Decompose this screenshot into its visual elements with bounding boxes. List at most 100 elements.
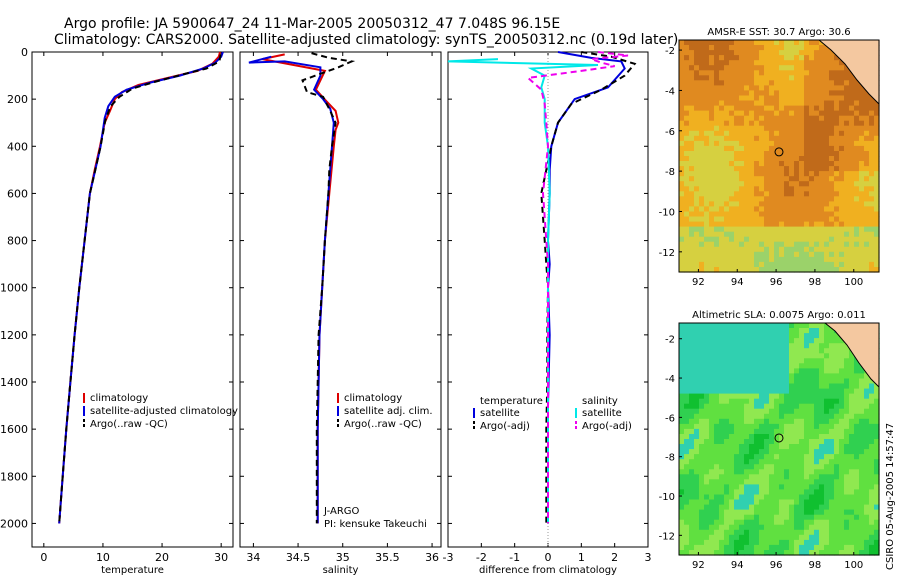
sla_map-cell (819, 494, 825, 501)
sst_map-cell (794, 145, 800, 152)
sla_map-cell (844, 403, 850, 410)
sst_map-cell (834, 251, 840, 258)
sla_map-cell (874, 464, 880, 470)
sla_map-cell (864, 444, 870, 450)
sla_map-cell (759, 449, 765, 455)
sst_map-cell (699, 135, 705, 142)
sla_map-cell (809, 338, 815, 344)
sst_map-cell (699, 40, 705, 46)
sst_map-cell (839, 151, 845, 157)
sst_map-cell (834, 211, 840, 218)
sla_map-cell (799, 418, 805, 425)
sla_map-cell (679, 539, 685, 546)
sst_map-cell (784, 176, 790, 182)
sst_map-cell (779, 221, 785, 228)
sst_map-cell (759, 191, 765, 197)
sst_map-cell (839, 90, 845, 96)
sla_map-cell (819, 378, 825, 385)
sst_map-cell (704, 196, 710, 202)
sst_map-cell (819, 206, 825, 212)
sst_map-cell (794, 256, 800, 263)
sla_map-cell (804, 479, 810, 485)
sst_map-cell (679, 231, 685, 238)
sla_map-cell (739, 348, 745, 354)
sla_map-cell (859, 534, 865, 541)
sst_map-cell (724, 201, 730, 207)
sst_map-cell (734, 161, 740, 167)
sst_map-cell (779, 226, 785, 233)
sst_map-cell (704, 95, 710, 102)
sla_map-cell (794, 519, 800, 526)
sla_map-cell (774, 499, 780, 506)
sla_map-cell (784, 428, 790, 435)
sla_map-cell (729, 348, 735, 354)
sst_map-cell (739, 135, 745, 142)
sla_map-cell (754, 373, 760, 379)
difference-legend-label: Argo(-adj) (582, 421, 632, 432)
sla_map-cell (834, 338, 840, 344)
sla_map-cell (829, 459, 835, 465)
sla_map-cell (799, 393, 805, 400)
sla_map-cell (744, 544, 750, 551)
sla_map-cell (709, 544, 715, 551)
sla_map-cell (794, 323, 800, 329)
sst_map-cell (869, 196, 875, 202)
sla_map-cell (769, 343, 775, 349)
sst_map-cell (749, 166, 755, 172)
sla_map-cell (839, 454, 845, 460)
sla_map-cell (744, 439, 750, 445)
sst_map-cell (774, 110, 780, 117)
sla_map-cell (764, 469, 770, 475)
sla_map-cell (719, 484, 725, 490)
sst_map-cell (774, 241, 780, 248)
sla_map-cell (714, 449, 720, 455)
sla_map-cell (729, 393, 735, 400)
sla_map-cell (784, 323, 790, 329)
sst_map-cell (734, 231, 740, 238)
sst_map-cell (744, 181, 750, 187)
sla_map-cell (839, 449, 845, 455)
sst_map-cell (804, 40, 810, 46)
sst_map-cell (769, 181, 775, 187)
sst_map-cell (689, 231, 695, 238)
sst_map-cell (704, 231, 710, 238)
sst_map-cell (734, 261, 740, 268)
sst_map-cell (784, 191, 790, 197)
sst_map-cell (869, 201, 875, 207)
sst_map-cell (859, 211, 865, 218)
sla_map-cell (869, 504, 875, 511)
sst_map-cell (714, 60, 720, 66)
sst_map-cell (734, 140, 740, 147)
sst_map-cell (789, 191, 795, 197)
sla_map-cell (724, 504, 730, 511)
sla_map-cell (749, 363, 755, 369)
sst_map-cell (824, 60, 830, 66)
sla_map-cell (679, 524, 685, 531)
sst_map-cell (754, 216, 760, 223)
sla_map-cell (799, 398, 805, 405)
sla_map-cell (849, 464, 855, 470)
sst_map-cell (739, 60, 745, 66)
sla_map-cell (764, 408, 770, 415)
sst_map-cell (784, 65, 790, 71)
sst_map-cell (804, 226, 810, 233)
sst_map-cell (799, 231, 805, 238)
sst_map-cell (754, 206, 760, 212)
sst_map-cell (784, 45, 790, 51)
sst_map-cell (849, 256, 855, 263)
sla_map-cell (764, 479, 770, 485)
sla_map-cell (824, 489, 830, 495)
sst_map-cell (714, 186, 720, 192)
sst_map-cell (744, 251, 750, 258)
sla_map-cell (704, 418, 710, 425)
sst_map-cell (744, 105, 750, 112)
sla_map-cell (864, 489, 870, 495)
sst_map-cell (729, 267, 735, 273)
sst_map-cell (804, 120, 810, 127)
sla_map-cell (849, 353, 855, 359)
sst_map-cell (779, 120, 785, 127)
sla_map-cell (714, 353, 720, 359)
sst_map-cell (874, 246, 880, 253)
sla_map-cell (774, 469, 780, 475)
sst_map-cell (694, 166, 700, 172)
